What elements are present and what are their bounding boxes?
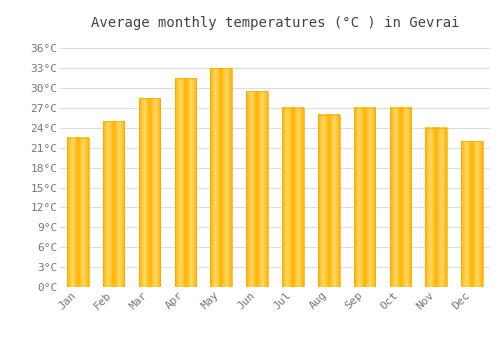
Bar [67, 138, 88, 287]
Bar [139, 98, 160, 287]
Bar [282, 108, 304, 287]
Bar [246, 91, 268, 287]
Bar [103, 121, 124, 287]
Bar [174, 78, 196, 287]
Bar [390, 108, 411, 287]
Bar [426, 128, 447, 287]
Bar [210, 68, 232, 287]
Bar [462, 141, 483, 287]
Bar [354, 108, 376, 287]
Title: Average monthly temperatures (°C ) in Gevrai: Average monthly temperatures (°C ) in Ge… [91, 16, 459, 30]
Bar [318, 114, 340, 287]
